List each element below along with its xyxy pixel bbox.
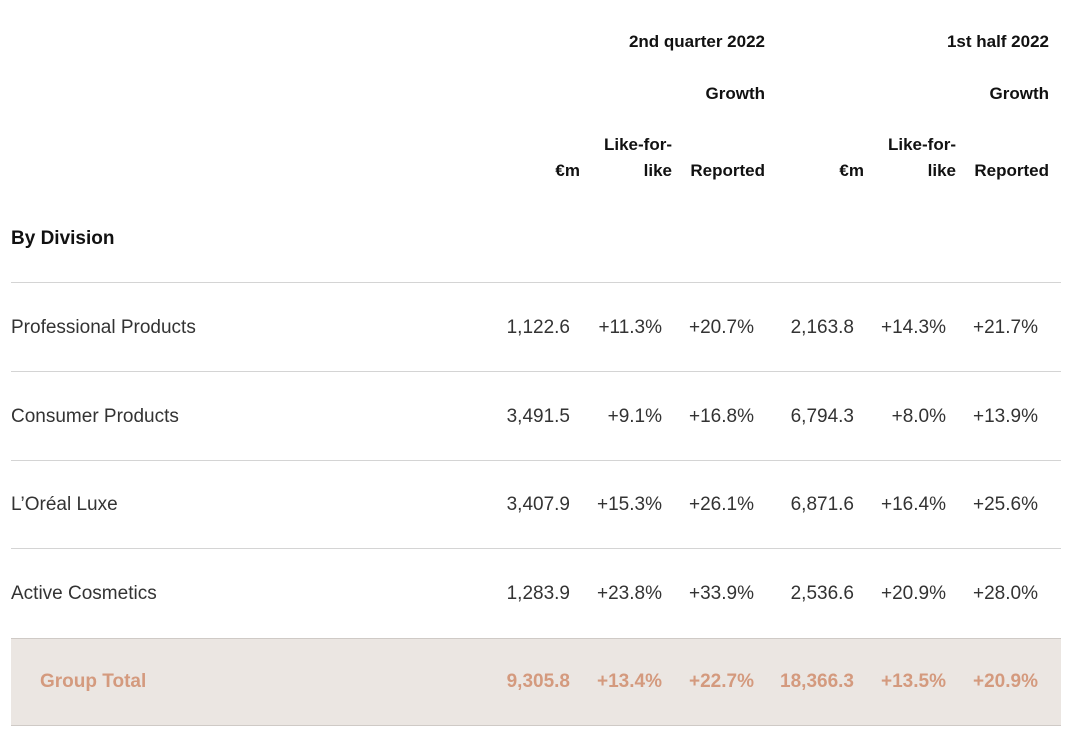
header-period-h1: 1st half 2022 bbox=[946, 32, 1049, 51]
header-growth-q2: Growth bbox=[705, 84, 766, 103]
value-em-q2: 1,122.6 bbox=[506, 317, 570, 338]
value-lfl-h1: +8.0% bbox=[891, 406, 946, 427]
total-lfl-q2: +13.4% bbox=[597, 671, 662, 692]
value-em-h1: 6,794.3 bbox=[790, 406, 854, 427]
total-em-q2: 9,305.8 bbox=[506, 671, 570, 692]
header-reported-h1: Reported bbox=[974, 161, 1049, 180]
value-reported-h1: +25.6% bbox=[973, 494, 1038, 515]
total-reported-h1: +20.9% bbox=[973, 671, 1038, 692]
value-em-q2: 1,283.9 bbox=[506, 583, 570, 604]
total-lfl-h1: +13.5% bbox=[881, 671, 946, 692]
header-em-h1: €m bbox=[839, 161, 864, 180]
row-label: Professional Products bbox=[11, 317, 196, 338]
total-label: Group Total bbox=[40, 671, 147, 692]
value-lfl-q2: +15.3% bbox=[597, 494, 662, 515]
header-em-q2: €m bbox=[555, 161, 580, 180]
value-lfl-q2: +11.3% bbox=[598, 317, 662, 338]
divider bbox=[11, 371, 1061, 372]
value-reported-h1: +21.7% bbox=[973, 317, 1038, 338]
value-em-h1: 6,871.6 bbox=[790, 494, 854, 515]
value-reported-h1: +13.9% bbox=[973, 406, 1038, 427]
value-reported-h1: +28.0% bbox=[973, 583, 1038, 604]
value-em-q2: 3,491.5 bbox=[506, 406, 570, 427]
total-row bbox=[11, 638, 1061, 726]
value-em-q2: 3,407.9 bbox=[506, 494, 570, 515]
row-label: Consumer Products bbox=[11, 406, 179, 427]
value-em-h1: 2,536.6 bbox=[790, 583, 854, 604]
row-label: L’Oréal Luxe bbox=[11, 494, 118, 515]
value-lfl-h1: +16.4% bbox=[881, 494, 946, 515]
value-lfl-h1: +14.3% bbox=[881, 317, 946, 338]
header-lfl-h1-line2: like bbox=[927, 161, 956, 180]
header-growth-h1: Growth bbox=[989, 84, 1050, 103]
section-title-by-division: By Division bbox=[11, 228, 115, 249]
row-label: Active Cosmetics bbox=[11, 583, 157, 604]
header-lfl-q2-line1: Like-for- bbox=[604, 135, 672, 154]
divider bbox=[11, 282, 1061, 283]
total-reported-q2: +22.7% bbox=[689, 671, 754, 692]
value-reported-q2: +16.8% bbox=[689, 406, 754, 427]
total-em-h1: 18,366.3 bbox=[780, 671, 854, 692]
value-lfl-q2: +9.1% bbox=[607, 406, 662, 427]
header-lfl-h1-line1: Like-for- bbox=[888, 135, 956, 154]
value-reported-q2: +33.9% bbox=[689, 583, 754, 604]
value-lfl-h1: +20.9% bbox=[881, 583, 946, 604]
value-lfl-q2: +23.8% bbox=[597, 583, 662, 604]
value-reported-q2: +20.7% bbox=[689, 317, 754, 338]
divider bbox=[11, 460, 1061, 461]
header-lfl-q2-line2: like bbox=[643, 161, 672, 180]
header-reported-q2: Reported bbox=[690, 161, 765, 180]
divider bbox=[11, 548, 1061, 549]
value-reported-q2: +26.1% bbox=[689, 494, 754, 515]
header-period-q2: 2nd quarter 2022 bbox=[628, 32, 765, 51]
value-em-h1: 2,163.8 bbox=[790, 317, 854, 338]
